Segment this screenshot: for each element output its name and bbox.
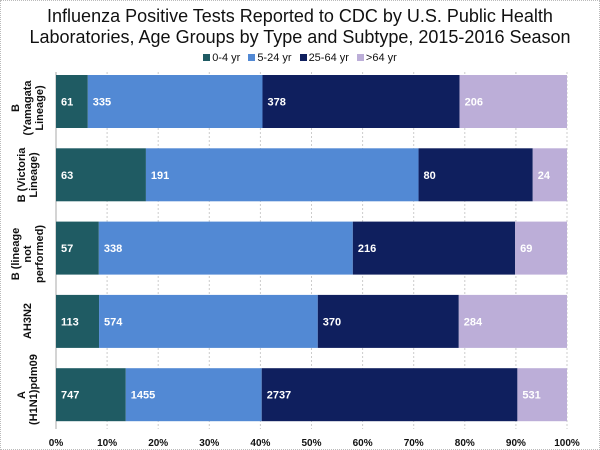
legend-label: 5-24 yr	[257, 52, 292, 64]
x-tick-label: 60%	[353, 438, 373, 449]
data-label: 747	[61, 390, 79, 402]
bar-segment	[56, 368, 126, 422]
data-label: 574	[104, 316, 123, 328]
data-label: 57	[61, 243, 73, 255]
legend-label: >64 yr	[365, 52, 397, 64]
chart-title: Influenza Positive Tests Reported to CDC…	[0, 6, 600, 48]
data-label: 284	[464, 316, 483, 328]
bar-segment	[56, 148, 146, 202]
category-label-line: Lineage)	[28, 152, 40, 198]
category-label: B (lineage not performed)	[10, 224, 46, 284]
legend-item: >64 yr	[356, 52, 397, 64]
title-line-2: Laboratories, Age Groups by Type and Sub…	[29, 27, 571, 47]
category-label-line: B (lineage not	[10, 227, 34, 281]
x-tick-label: 0%	[49, 438, 64, 449]
data-label: 113	[61, 316, 79, 328]
bar-segment	[125, 368, 262, 422]
bar-segment	[261, 368, 518, 422]
category-label-line: B (Yamagata	[10, 79, 34, 136]
data-label: 370	[323, 316, 341, 328]
bar-segment	[459, 75, 567, 128]
category-label-line: AH3N2	[22, 303, 34, 340]
legend-item: 25-64 yr	[299, 52, 349, 64]
bar-segment	[87, 75, 263, 128]
x-tick-label: 10%	[97, 438, 117, 449]
data-label: 206	[465, 97, 483, 109]
legend-swatch	[356, 54, 364, 61]
bar-segment	[98, 221, 353, 275]
bar-segment	[515, 221, 567, 275]
x-tick-label: 90%	[506, 438, 526, 449]
data-label: 338	[104, 243, 122, 255]
bar-segment	[352, 221, 516, 275]
x-tick-label: 100%	[554, 438, 580, 449]
x-tick-label: 20%	[148, 438, 168, 449]
category-label-line: A	[16, 390, 28, 399]
legend-item: 5-24 yr	[248, 52, 292, 64]
x-tick-label: 50%	[301, 438, 321, 449]
legend-swatch	[203, 54, 211, 61]
bar-segment	[145, 148, 419, 202]
legend-label: 0-4 yr	[212, 52, 241, 64]
bar-segment	[56, 294, 100, 348]
data-label: 335	[93, 97, 111, 109]
data-label: 63	[61, 170, 73, 182]
data-label: 216	[358, 243, 376, 255]
data-label: 378	[267, 97, 285, 109]
bar-segment	[99, 294, 318, 348]
bar-segment	[56, 221, 99, 275]
category-label: B (Victoria Lineage)	[16, 145, 40, 205]
category-label: AH3N2	[22, 291, 34, 351]
legend-label: 25-64 yr	[308, 52, 349, 64]
x-tick-label: 70%	[404, 438, 424, 449]
data-label: 1455	[131, 390, 155, 402]
bar-segment	[56, 75, 88, 128]
data-label: 191	[151, 170, 169, 182]
bar-segment	[418, 148, 533, 202]
x-tick-label: 40%	[250, 438, 270, 449]
bar-segment	[517, 368, 567, 422]
legend-swatch	[299, 54, 307, 61]
data-label: 531	[522, 390, 540, 402]
data-label: 24	[538, 170, 551, 182]
data-label: 61	[61, 97, 73, 109]
category-label: A (H1N1)pdm09	[16, 353, 40, 425]
bar-segment	[458, 294, 567, 348]
x-tick-label: 80%	[455, 438, 475, 449]
title-line-1: Influenza Positive Tests Reported to CDC…	[47, 6, 553, 26]
x-tick-label: 30%	[199, 438, 219, 449]
data-label: 69	[520, 243, 532, 255]
category-label: B (Yamagata Lineage)	[10, 78, 46, 138]
data-label: 80	[424, 170, 436, 182]
category-label-line: (H1N1)pdm09	[28, 353, 40, 425]
category-label-line: performed)	[34, 225, 46, 284]
category-label-line: B (Victoria	[16, 147, 28, 203]
legend: 0-4 yr 5-24 yr 25-64 yr >64 yr	[0, 52, 600, 64]
category-label-line: Lineage)	[34, 84, 46, 131]
legend-swatch	[248, 54, 256, 61]
bar-segment	[262, 75, 460, 128]
bar-segment	[317, 294, 459, 348]
legend-item: 0-4 yr	[203, 52, 240, 64]
data-label: 2737	[267, 390, 291, 402]
bar-segment	[532, 148, 567, 202]
